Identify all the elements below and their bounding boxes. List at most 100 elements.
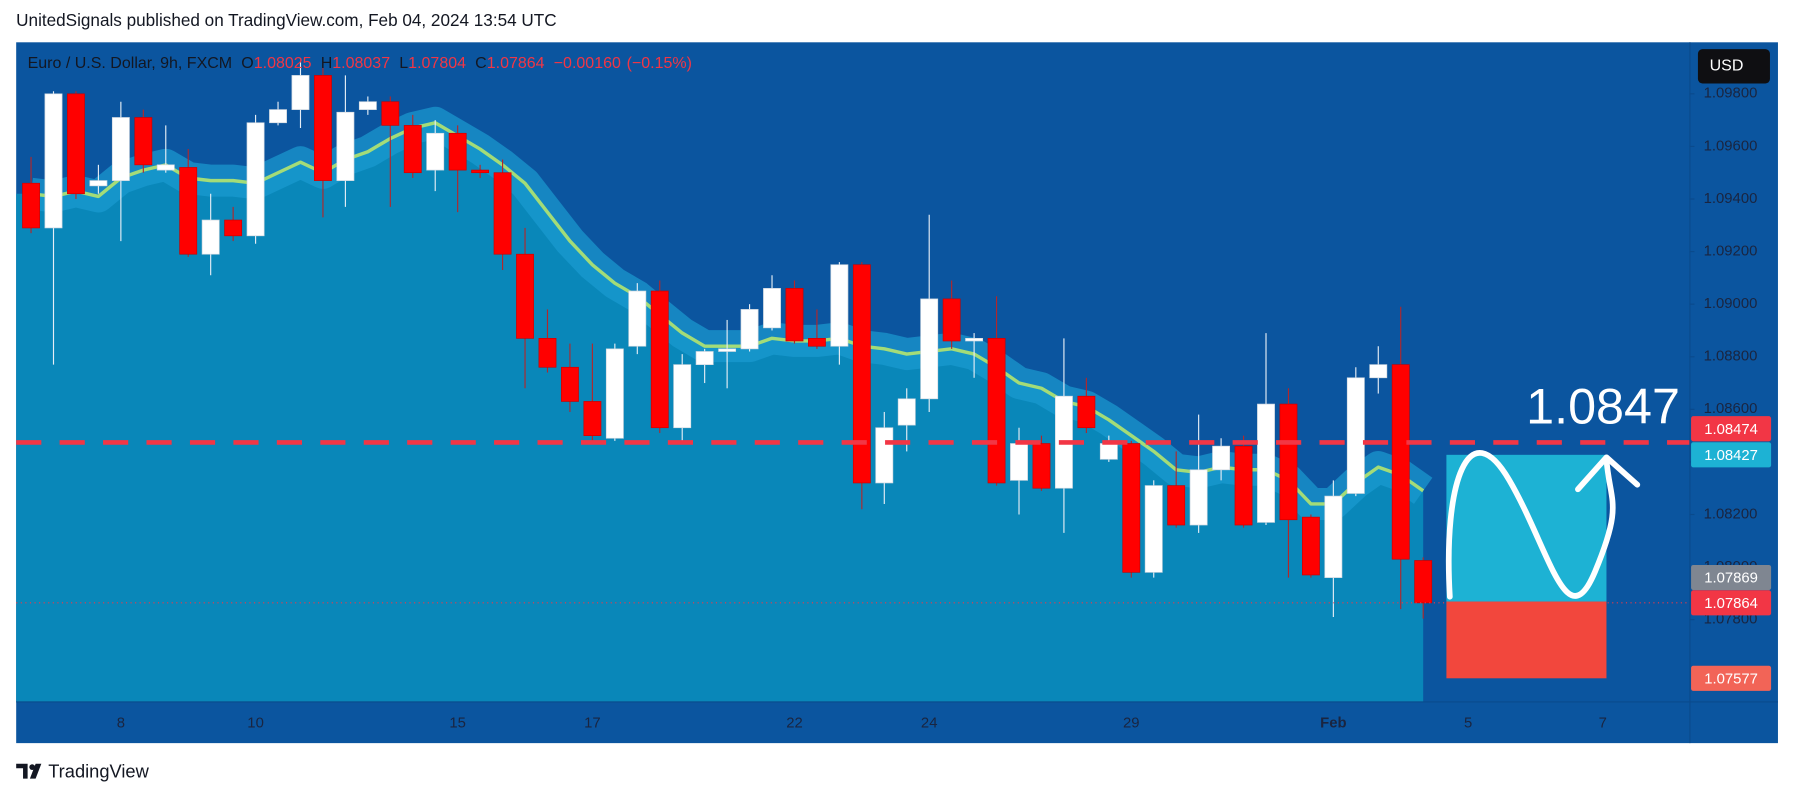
candle-body	[358, 101, 377, 110]
candle-body	[381, 101, 400, 126]
drawn-arrow-head	[1575, 454, 1641, 493]
x-tick-label: 29	[1123, 716, 1140, 732]
candle-body	[246, 122, 265, 237]
candle-body	[1167, 485, 1186, 526]
candle-body	[538, 338, 557, 368]
candle-body	[179, 167, 198, 255]
candle-body	[830, 264, 849, 347]
candle-body	[426, 132, 445, 171]
y-tick-label: 1.09600	[1704, 138, 1758, 154]
brand-name: TradingView	[48, 761, 149, 782]
lines-layer	[16, 440, 1690, 604]
candle-body	[1279, 403, 1298, 521]
candle-body	[897, 398, 916, 426]
candle-body	[403, 125, 422, 174]
price-tag-label: 1.07869	[1704, 571, 1758, 587]
legend-part: (−0.15%)	[627, 55, 692, 72]
candle-body	[67, 93, 85, 195]
x-tick-label: 8	[117, 716, 125, 732]
candle-body	[785, 288, 804, 342]
candle-body	[987, 338, 1006, 484]
y-tick-label: 1.09200	[1704, 244, 1758, 260]
candle-body	[89, 180, 108, 187]
legend-part: 1.08025	[254, 55, 312, 72]
candle-body	[965, 338, 984, 342]
candle-body	[673, 364, 692, 429]
legend-part: H	[321, 55, 333, 72]
candle-body	[134, 117, 153, 166]
axis-layer: 1.078001.080001.082001.084001.086001.088…	[16, 42, 1778, 744]
y-tick-label: 1.08600	[1704, 401, 1758, 417]
candle-body	[44, 93, 63, 229]
legend-part: 1.07804	[408, 55, 466, 72]
candle-body	[1212, 445, 1231, 471]
legend-part: Euro / U.S. Dollar, 9h, FXCM	[28, 55, 233, 72]
price-tag-label: 1.07577	[1704, 671, 1758, 687]
y-tick-label: 1.09000	[1704, 296, 1758, 312]
overlay-layer: 1.0847 1.08474 1.08427 1.07869 1.07864 1.0757…	[28, 55, 1772, 691]
candle-body	[336, 111, 355, 181]
position-layer	[1446, 454, 1607, 679]
price-tag-label: 1.07864	[1704, 596, 1758, 612]
candle-body	[1032, 443, 1051, 489]
candle-body	[1189, 469, 1208, 526]
price-tag	[1691, 665, 1772, 691]
candle-body	[22, 182, 40, 229]
candle-body	[628, 290, 647, 347]
legend-part: 1.07864	[487, 55, 545, 72]
logo-part	[29, 763, 42, 779]
publisher-line: UnitedSignals published on TradingView.c…	[16, 10, 556, 30]
candle-body	[1391, 364, 1410, 560]
candle-body	[1414, 560, 1433, 604]
currency-button[interactable]	[1697, 49, 1770, 84]
candle-body	[1077, 395, 1096, 429]
candle-body	[1099, 443, 1118, 460]
candle-body	[1301, 516, 1320, 576]
candle-body	[1234, 445, 1253, 526]
legend: Euro / U.S. Dollar, 9h, FXCM O1.08025 H1.0…	[28, 55, 692, 72]
brand-logo	[16, 763, 42, 779]
stop-zone	[1446, 601, 1607, 679]
candle-body	[1257, 403, 1275, 523]
candle-body	[695, 351, 714, 365]
candle-body	[111, 117, 130, 181]
x-tick-label: 10	[247, 716, 264, 732]
candle-body	[493, 172, 512, 255]
x-tick-label: 22	[786, 716, 803, 732]
price-tag-label: 1.08427	[1704, 448, 1758, 464]
candle-body	[808, 338, 826, 347]
candle-body	[1324, 495, 1343, 578]
candles-layer	[22, 62, 1433, 619]
y-tick-label: 1.08200	[1704, 506, 1758, 522]
price-tag	[1691, 590, 1772, 616]
x-tick-label: 5	[1464, 716, 1472, 732]
logo-part	[16, 763, 28, 779]
candle-body	[583, 401, 602, 436]
x-tick-label: 7	[1599, 716, 1607, 732]
drawn-curve	[1445, 450, 1616, 600]
legend-part: L	[399, 55, 408, 72]
candle-body	[852, 264, 871, 484]
candle-body	[740, 309, 759, 350]
overlay-area	[16, 122, 1424, 702]
candle-body	[605, 348, 624, 439]
candle-body	[875, 427, 894, 484]
candle-body	[291, 75, 310, 110]
candle-body	[224, 219, 243, 237]
candle-body	[561, 366, 579, 402]
x-tick-label: Feb	[1320, 716, 1346, 732]
candle-body	[1369, 364, 1388, 379]
legend-part: O	[241, 55, 253, 72]
candle-body	[1346, 377, 1365, 494]
x-tick-label: 24	[921, 716, 938, 732]
legend-part: −0.00160	[554, 55, 621, 72]
y-tick-label: 1.08800	[1704, 349, 1758, 365]
legend-part: 1.08037	[332, 55, 390, 72]
candle-body	[201, 219, 220, 255]
y-tick-label: 1.09800	[1704, 86, 1758, 102]
candle-body	[763, 288, 781, 329]
price-tag	[1691, 564, 1772, 591]
price-tag	[1691, 442, 1772, 468]
